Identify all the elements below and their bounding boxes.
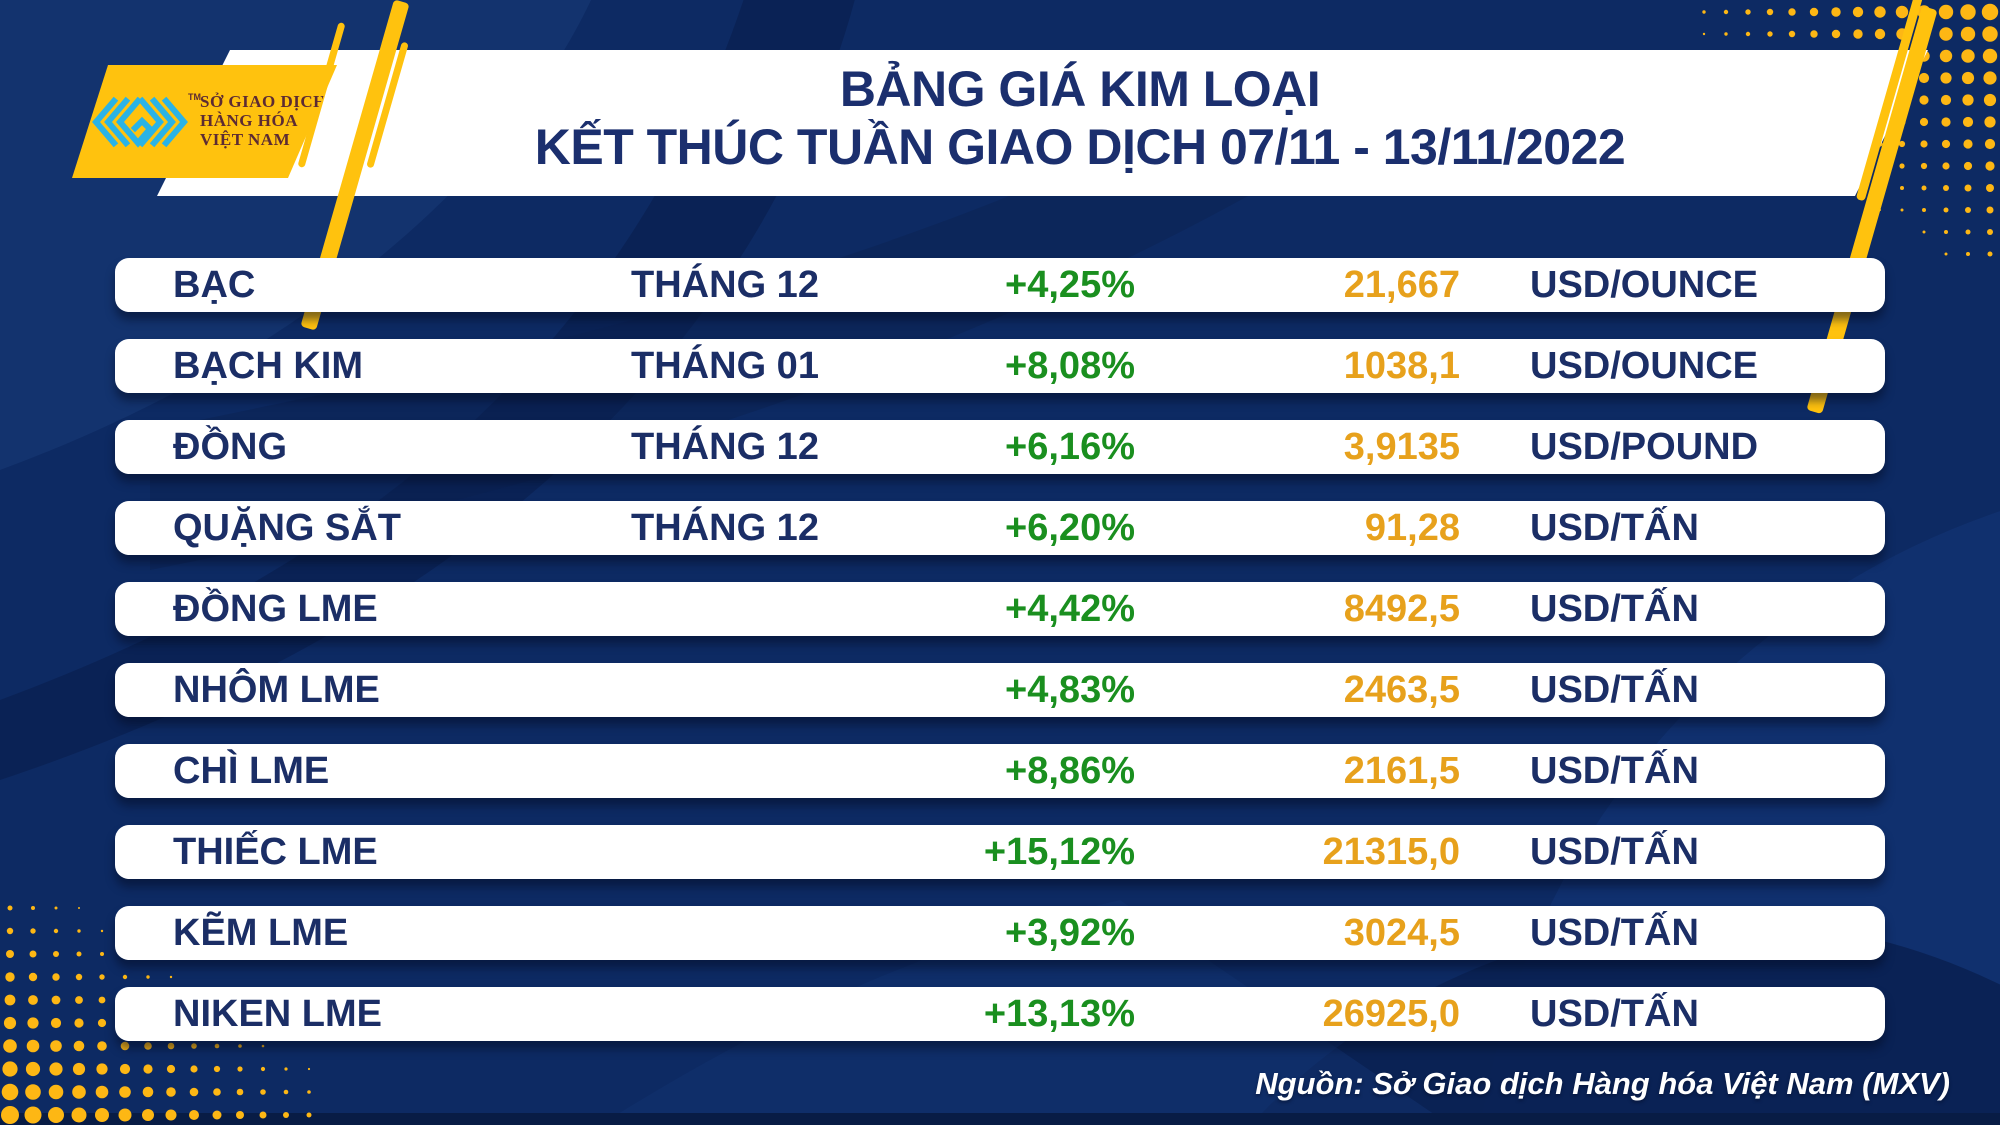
closing-price: 91,28 — [1364, 507, 1460, 549]
mxv-logo: TM SỞ GIAO DỊCH HÀNG HÓA VIỆT NAM — [72, 65, 337, 178]
price-unit: USD/TẤN — [1530, 993, 1699, 1035]
price-unit: USD/TẤN — [1530, 912, 1699, 954]
price-unit: USD/TẤN — [1530, 588, 1699, 630]
price-unit: USD/TẤN — [1530, 507, 1699, 549]
commodity-name: ĐỒNG LME — [173, 588, 378, 630]
commodity-name: NIKEN LME — [173, 993, 382, 1035]
table-row: NIKEN LME +13,13% 26925,0 USD/TẤN — [115, 987, 1885, 1041]
commodity-name: BẠC — [173, 264, 256, 306]
weekly-change-percent: +3,92% — [1005, 912, 1135, 954]
price-unit: USD/TẤN — [1530, 750, 1699, 792]
closing-price: 26925,0 — [1322, 993, 1460, 1035]
closing-price: 8492,5 — [1343, 588, 1460, 630]
table-row: CHÌ LME +8,86% 2161,5 USD/TẤN — [115, 744, 1885, 798]
logo-wordmark: SỞ GIAO DỊCH HÀNG HÓA VIỆT NAM — [200, 92, 327, 149]
weekly-change-percent: +13,13% — [983, 993, 1135, 1035]
weekly-change-percent: +4,83% — [1005, 669, 1135, 711]
contract-month: THÁNG 01 — [631, 345, 819, 387]
closing-price: 1038,1 — [1343, 345, 1460, 387]
page-title-line2: KẾT THÚC TUẦN GIAO DỊCH 07/11 - 13/11/20… — [534, 119, 1626, 175]
table-row: NHÔM LME +4,83% 2463,5 USD/TẤN — [115, 663, 1885, 717]
weekly-change-percent: +15,12% — [983, 831, 1135, 873]
price-unit: USD/TẤN — [1530, 831, 1699, 873]
contract-month: THÁNG 12 — [631, 426, 819, 468]
closing-price: 2161,5 — [1343, 750, 1460, 792]
price-unit: USD/TẤN — [1530, 669, 1699, 711]
commodity-name: KẼM LME — [173, 912, 349, 954]
table-row: KẼM LME +3,92% 3024,5 USD/TẤN — [115, 906, 1885, 960]
commodity-name: THIẾC LME — [173, 831, 378, 873]
logo-wordmark-line2: HÀNG HÓA — [200, 111, 298, 130]
closing-price: 3024,5 — [1343, 912, 1460, 954]
weekly-change-percent: +8,08% — [1005, 345, 1135, 387]
price-unit: USD/OUNCE — [1530, 345, 1759, 387]
logo-wordmark-line3: VIỆT NAM — [200, 130, 291, 149]
table-row: BẠCH KIM THÁNG 01 +8,08% 1038,1 USD/OUNC… — [115, 339, 1885, 393]
weekly-change-percent: +4,25% — [1005, 264, 1135, 306]
table-row: THIẾC LME +15,12% 21315,0 USD/TẤN — [115, 825, 1885, 879]
mxv-logo-icon — [92, 96, 188, 148]
commodity-name: ĐỒNG — [173, 426, 287, 468]
table-row: BẠC THÁNG 12 +4,25% 21,667 USD/OUNCE — [115, 258, 1885, 312]
commodity-name: NHÔM LME — [173, 669, 380, 711]
commodity-name: QUẶNG SẮT — [173, 507, 401, 549]
weekly-change-percent: +8,86% — [1005, 750, 1135, 792]
weekly-change-percent: +4,42% — [1005, 588, 1135, 630]
logo-wordmark-line1: SỞ GIAO DỊCH — [200, 92, 327, 111]
contract-month: THÁNG 12 — [631, 507, 819, 549]
table-row: ĐỒNG LME +4,42% 8492,5 USD/TẤN — [115, 582, 1885, 636]
closing-price: 3,9135 — [1343, 426, 1460, 468]
trademark-symbol: TM — [188, 92, 201, 102]
page-title: BẢNG GIÁ KIM LOẠI KẾT THÚC TUẦN GIAO DỊC… — [380, 60, 1780, 176]
price-unit: USD/POUND — [1530, 426, 1759, 468]
weekly-change-percent: +6,16% — [1005, 426, 1135, 468]
closing-price: 21315,0 — [1322, 831, 1460, 873]
commodity-name: BẠCH KIM — [173, 345, 363, 387]
source-attribution: Nguồn: Sở Giao dịch Hàng hóa Việt Nam (M… — [1255, 1066, 1950, 1101]
closing-price: 2463,5 — [1343, 669, 1460, 711]
table-row: QUẶNG SẮT THÁNG 12 +6,20% 91,28 USD/TẤN — [115, 501, 1885, 555]
weekly-change-percent: +6,20% — [1005, 507, 1135, 549]
price-unit: USD/OUNCE — [1530, 264, 1759, 306]
table-row: ĐỒNG THÁNG 12 +6,16% 3,9135 USD/POUND — [115, 420, 1885, 474]
commodity-name: CHÌ LME — [173, 750, 330, 792]
contract-month: THÁNG 12 — [631, 264, 819, 306]
closing-price: 21,667 — [1343, 264, 1460, 306]
page-title-line1: BẢNG GIÁ KIM LOẠI — [839, 61, 1321, 117]
